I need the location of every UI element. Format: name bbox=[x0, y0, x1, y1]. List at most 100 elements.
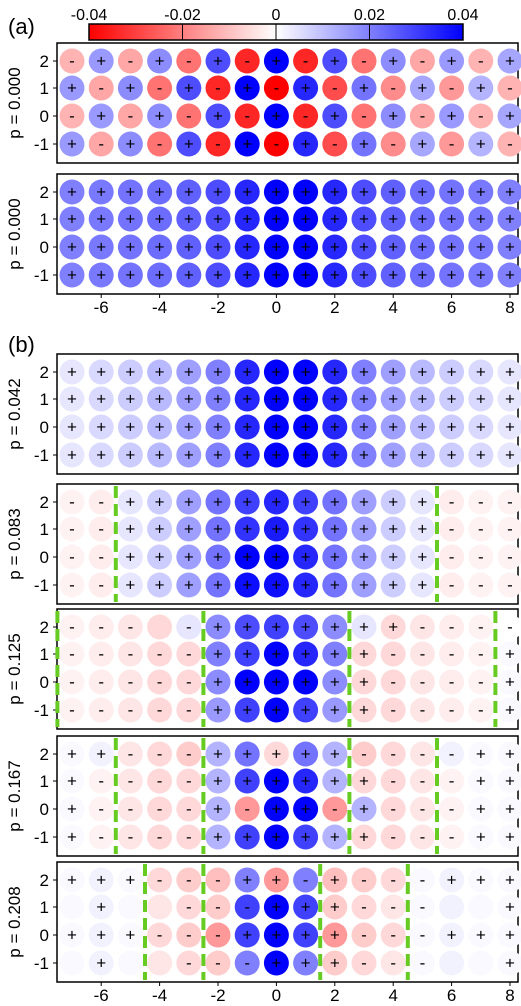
heatmap-cell bbox=[59, 131, 85, 157]
heatmap-cell bbox=[88, 206, 114, 232]
cell-sign: - bbox=[274, 135, 280, 154]
heatmap-cell bbox=[293, 103, 319, 129]
cell-sign: + bbox=[417, 210, 427, 229]
heatmap-cell bbox=[351, 131, 377, 157]
cell-sign: + bbox=[388, 618, 398, 637]
cell-sign: + bbox=[359, 520, 369, 539]
colorbar: -0.04 -0.02 0 0.02 0.04 bbox=[71, 7, 479, 41]
heatmap-cell bbox=[59, 922, 85, 948]
heatmap-cell bbox=[439, 234, 465, 260]
x-tick-label: 4 bbox=[388, 298, 397, 317]
y-tick-label: 2 bbox=[40, 745, 49, 764]
heatmap-cell bbox=[497, 922, 521, 948]
cell-sign: + bbox=[301, 673, 311, 692]
heatmap-cell bbox=[147, 131, 173, 157]
heatmap-cell bbox=[117, 516, 143, 542]
panel-ylabel: p = 0.167 bbox=[5, 760, 24, 831]
cell-sign: - bbox=[449, 618, 455, 637]
heatmap-cell bbox=[176, 262, 202, 288]
heatmap-cell bbox=[176, 206, 202, 232]
heatmap-cell bbox=[147, 614, 173, 640]
cell-sign: + bbox=[359, 576, 369, 595]
cell-sign: + bbox=[155, 52, 165, 71]
cell-sign: + bbox=[96, 871, 106, 890]
cell-sign: + bbox=[242, 363, 252, 382]
cell-sign: + bbox=[213, 520, 223, 539]
heatmap-cell bbox=[147, 641, 173, 667]
heatmap-cell bbox=[439, 922, 465, 948]
cell-sign: + bbox=[476, 871, 486, 890]
cell-sign: + bbox=[96, 363, 106, 382]
heatmap-cell bbox=[322, 669, 348, 695]
heatmap-cell bbox=[409, 697, 435, 723]
heatmap-cell bbox=[351, 614, 377, 640]
cell-sign: - bbox=[244, 52, 250, 71]
cell-sign: + bbox=[447, 238, 457, 257]
cell-sign: + bbox=[213, 828, 223, 847]
cell-sign: - bbox=[420, 772, 426, 791]
cell-sign: + bbox=[447, 390, 457, 409]
heatmap-cell bbox=[59, 234, 85, 260]
cell-sign: - bbox=[186, 772, 192, 791]
y-tick-label: 2 bbox=[40, 363, 49, 382]
heatmap-cell bbox=[263, 414, 289, 440]
cell-sign: + bbox=[242, 493, 252, 512]
heatmap-cell bbox=[234, 516, 260, 542]
heatmap-cell bbox=[322, 824, 348, 850]
cell-sign: + bbox=[330, 828, 340, 847]
y-tick-label: 0 bbox=[40, 800, 49, 819]
heatmap-cell bbox=[497, 824, 521, 850]
heatmap-cell bbox=[205, 48, 231, 74]
heatmap-cell bbox=[293, 867, 319, 893]
heatmap-cell bbox=[147, 867, 173, 893]
heatmap-cell bbox=[59, 489, 85, 515]
cell-sign: - bbox=[69, 107, 75, 126]
heatmap-cell bbox=[380, 359, 406, 385]
heatmap-cell bbox=[59, 867, 85, 893]
heatmap-cell bbox=[497, 614, 521, 640]
cell-sign: + bbox=[67, 79, 77, 98]
heatmap-cell bbox=[263, 179, 289, 205]
cell-sign: + bbox=[417, 390, 427, 409]
cell-sign: - bbox=[420, 52, 426, 71]
heatmap-panel-a-top: p = 0.000 2 1 0 -1 - + - + - + - + - + - + - + - + + - + - + - + - + -… bbox=[5, 42, 521, 164]
heatmap-cell bbox=[497, 131, 521, 157]
cell-sign: - bbox=[69, 548, 75, 567]
heatmap-cell bbox=[351, 516, 377, 542]
heatmap-cell bbox=[497, 768, 521, 794]
heatmap-cell bbox=[409, 262, 435, 288]
heatmap-cell bbox=[497, 414, 521, 440]
cell-sign: - bbox=[478, 52, 484, 71]
cell-sign: + bbox=[96, 954, 106, 973]
cell-sign: + bbox=[155, 183, 165, 202]
cell-sign: - bbox=[69, 673, 75, 692]
x-tick-label: -6 bbox=[94, 986, 109, 1005]
heatmap-cell bbox=[497, 386, 521, 412]
cell-sign: + bbox=[271, 898, 281, 917]
heatmap-cell bbox=[439, 796, 465, 822]
heatmap-panel-b5: p = 0.208 2 1 0 -1 + + + - - - + + - + - - - + + + + - - - + + + - - -… bbox=[5, 861, 521, 983]
cell-sign: + bbox=[476, 390, 486, 409]
cell-sign: + bbox=[476, 800, 486, 819]
cell-sign: + bbox=[505, 673, 515, 692]
cell-sign: + bbox=[96, 210, 106, 229]
heatmap-cell bbox=[468, 516, 494, 542]
heatmap-cell bbox=[147, 824, 173, 850]
heatmap-cell bbox=[205, 75, 231, 101]
heatmap-cell bbox=[351, 824, 377, 850]
cell-sign: + bbox=[301, 828, 311, 847]
heatmap-cell bbox=[322, 206, 348, 232]
heatmap-cell bbox=[380, 641, 406, 667]
heatmap-cell bbox=[234, 131, 260, 157]
heatmap-cell bbox=[147, 516, 173, 542]
cell-sign: + bbox=[125, 266, 135, 285]
cell-sign: + bbox=[213, 363, 223, 382]
cell-sign: - bbox=[98, 772, 104, 791]
cell-sign: + bbox=[505, 745, 515, 764]
x-tick-label: 4 bbox=[388, 986, 397, 1005]
cell-sign: + bbox=[184, 446, 194, 465]
cell-sign: + bbox=[242, 183, 252, 202]
cell-sign: - bbox=[449, 800, 455, 819]
heatmap-cell bbox=[380, 131, 406, 157]
cell-sign: - bbox=[390, 645, 396, 664]
